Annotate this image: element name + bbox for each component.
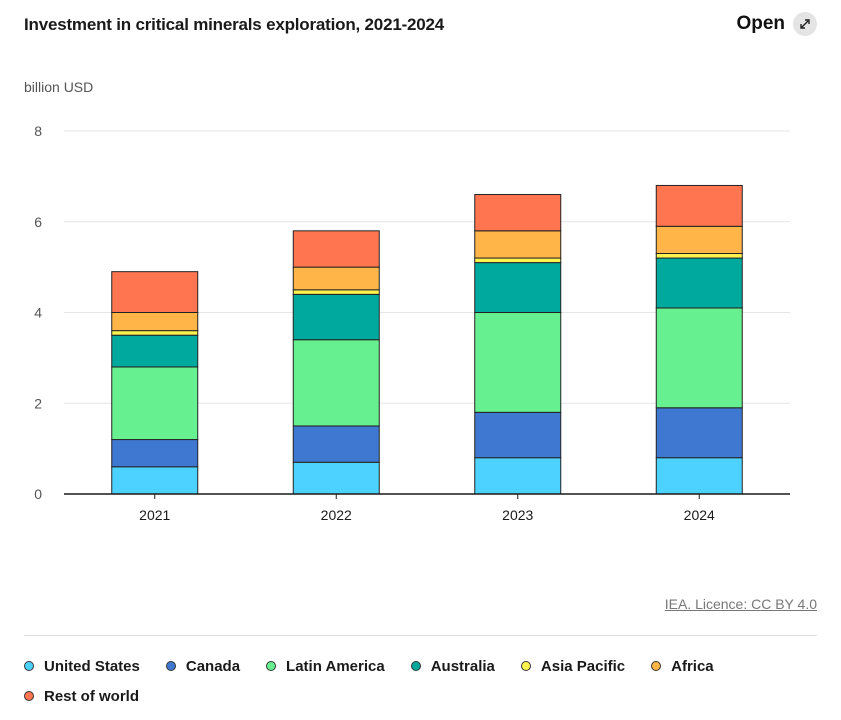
y-tick-label: 6 — [34, 214, 42, 230]
legend-swatch — [520, 661, 531, 671]
bar-segment[interactable] — [655, 257, 743, 309]
legend-label: Africa — [671, 657, 714, 675]
legend-label: Canada — [185, 657, 241, 675]
bar-segment[interactable] — [111, 271, 199, 314]
axis-layer: 0 2 4 6 8 2021 2022 2023 2024 — [34, 123, 790, 523]
bar-segment[interactable] — [111, 366, 199, 441]
legend-item[interactable]: Asia Pacific — [520, 656, 626, 676]
bar-segment[interactable] — [292, 230, 380, 268]
y-tick-label: 8 — [34, 123, 42, 139]
legend-label: Australia — [430, 657, 495, 675]
source-licence-link[interactable]: IEA. Licence: CC BY 4.0 — [664, 596, 817, 612]
open-button[interactable]: Open — [736, 12, 817, 36]
bar-segment[interactable] — [111, 466, 199, 495]
bar-segment[interactable] — [655, 457, 743, 495]
bar-segment[interactable] — [474, 194, 562, 232]
bar-segment[interactable] — [111, 334, 199, 368]
legend-swatch — [651, 661, 662, 671]
legend-label: United States — [44, 657, 140, 675]
bar-segment[interactable] — [655, 184, 743, 227]
y-tick-label: 0 — [34, 486, 42, 502]
legend: United States Canada Latin America Australi… — [24, 656, 824, 706]
bar-segment[interactable] — [292, 461, 380, 495]
bar-segment[interactable] — [474, 457, 562, 495]
legend-swatch — [24, 661, 34, 671]
bar-segment[interactable] — [655, 307, 743, 409]
bar-segment[interactable] — [655, 253, 743, 259]
bars-layer — [111, 184, 743, 495]
legend-item[interactable]: Canada — [165, 656, 241, 676]
legend-item[interactable]: Australia — [410, 656, 495, 676]
expand-arrows-icon — [793, 12, 817, 36]
bar-segment[interactable] — [292, 425, 380, 463]
legend-swatch — [165, 661, 176, 671]
bar-segment[interactable] — [474, 230, 562, 259]
legend-item[interactable]: Latin America — [266, 656, 385, 676]
bar-segment[interactable] — [474, 257, 562, 264]
bar-segment[interactable] — [111, 312, 199, 332]
bar-segment[interactable] — [292, 289, 380, 295]
legend-item[interactable]: United States — [24, 656, 140, 676]
x-tick-label: 2021 — [139, 507, 170, 523]
bar-segment[interactable] — [474, 312, 562, 413]
legend-label: Latin America — [286, 657, 385, 675]
legend-swatch — [410, 661, 421, 671]
bar-segment[interactable] — [474, 411, 562, 459]
legend-swatch — [24, 691, 34, 701]
bar-segment[interactable] — [111, 439, 199, 468]
bar-segment[interactable] — [111, 330, 199, 336]
bar-segment[interactable] — [292, 293, 380, 341]
legend-divider — [24, 635, 817, 636]
y-axis-unit-label: billion USD — [24, 79, 94, 95]
bar-segment[interactable] — [655, 225, 743, 255]
legend-item[interactable]: Africa — [651, 656, 714, 676]
legend-swatch — [266, 661, 277, 671]
legend-item[interactable]: Rest of world — [24, 686, 139, 706]
x-tick-label: 2023 — [502, 507, 533, 523]
bar-segment[interactable] — [655, 407, 743, 459]
y-tick-label: 2 — [34, 395, 42, 411]
x-tick-label: 2024 — [684, 507, 715, 523]
bar-segment[interactable] — [292, 266, 380, 291]
open-button-label: Open — [736, 13, 785, 34]
y-tick-label: 4 — [34, 305, 42, 321]
stacked-bar-chart: 0 2 4 6 8 2021 2022 2023 2024 — [34, 123, 790, 523]
bar-segment[interactable] — [292, 339, 380, 427]
legend-label: Asia Pacific — [540, 657, 626, 675]
legend-label: Rest of world — [44, 687, 140, 705]
chart-title: Investment in critical minerals explorat… — [24, 15, 445, 34]
bar-segment[interactable] — [474, 262, 562, 313]
x-tick-label: 2022 — [321, 507, 352, 523]
